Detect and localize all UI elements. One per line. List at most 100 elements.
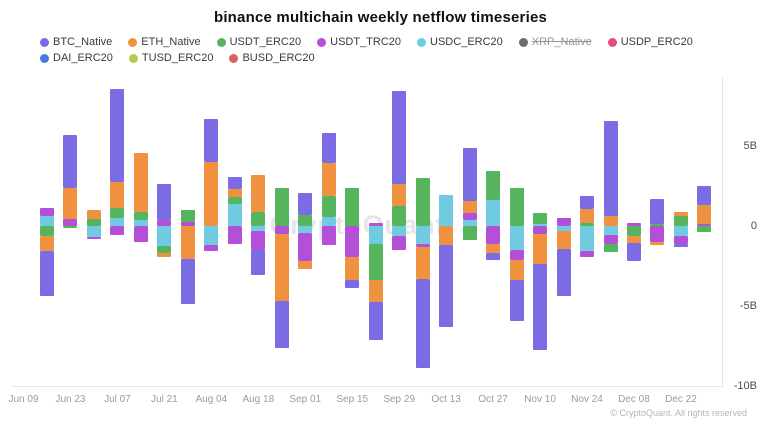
bar-segment-usdt_erc20[interactable]: [392, 206, 407, 226]
bar-segment-usdc_erc20[interactable]: [204, 226, 219, 246]
bar-segment-btc_native[interactable]: [486, 253, 501, 260]
bar-segment-eth_native[interactable]: [439, 226, 454, 246]
bar-segment-eth_native[interactable]: [697, 205, 712, 225]
bar-segment-usdc_erc20[interactable]: [227, 203, 242, 226]
bar-segment-eth_native[interactable]: [392, 184, 407, 206]
bar-segment-usdc_erc20[interactable]: [39, 216, 54, 226]
bar-segment-usdt_erc20[interactable]: [274, 188, 289, 226]
bar-segment-usdt_trc20[interactable]: [110, 226, 125, 235]
bar-segment-eth_native[interactable]: [110, 182, 125, 209]
bar-segment-btc_native[interactable]: [251, 250, 266, 275]
bar-segment-btc_native[interactable]: [204, 118, 219, 162]
bar-segment-usdc_erc20[interactable]: [603, 226, 618, 235]
bar-segment-usdt_trc20[interactable]: [603, 234, 618, 245]
bar-segment-usdt_trc20[interactable]: [251, 230, 266, 250]
bar-segment-usdt_erc20[interactable]: [650, 224, 665, 226]
bar-segment-usdt_erc20[interactable]: [509, 188, 524, 226]
legend-item-eth_native[interactable]: ETH_Native: [128, 36, 201, 49]
bar-segment-usdt_trc20[interactable]: [533, 226, 548, 234]
bar-segment-usdt_erc20[interactable]: [486, 170, 501, 200]
bar-segment-usdt_erc20[interactable]: [626, 226, 641, 237]
bar-segment-usdt_erc20[interactable]: [86, 218, 101, 226]
legend-item-usdt_erc20[interactable]: USDT_ERC20: [216, 36, 301, 49]
bar-segment-usdt_trc20[interactable]: [39, 207, 54, 217]
bar-segment-usdt_erc20[interactable]: [227, 197, 242, 204]
bar-segment-eth_native[interactable]: [556, 230, 571, 250]
bar-segment-usdc_erc20[interactable]: [509, 226, 524, 250]
bar-segment-eth_native[interactable]: [157, 253, 172, 258]
bar-segment-btc_native[interactable]: [180, 258, 195, 305]
bar-segment-eth_native[interactable]: [486, 243, 501, 254]
bar-segment-usdt_erc20[interactable]: [415, 178, 430, 226]
bar-segment-usdt_erc20[interactable]: [673, 215, 688, 226]
bar-segment-usdt_trc20[interactable]: [673, 235, 688, 244]
bar-segment-eth_native[interactable]: [509, 260, 524, 281]
bar-segment-eth_native[interactable]: [533, 234, 548, 265]
bar-segment-usdt_erc20[interactable]: [697, 226, 712, 233]
bar-segment-btc_native[interactable]: [533, 264, 548, 350]
bar-segment-usdt_trc20[interactable]: [486, 226, 501, 244]
bar-segment-btc_native[interactable]: [415, 278, 430, 368]
bar-segment-usdt_erc20[interactable]: [157, 246, 172, 254]
bar-segment-usdt_trc20[interactable]: [133, 226, 148, 242]
bar-segment-usdt_trc20[interactable]: [180, 222, 195, 226]
bar-segment-usdc_erc20[interactable]: [439, 194, 454, 226]
bar-segment-eth_native[interactable]: [345, 257, 360, 281]
bar-segment-btc_native[interactable]: [580, 195, 595, 210]
bar-segment-btc_native[interactable]: [157, 184, 172, 221]
bar-segment-btc_native[interactable]: [274, 301, 289, 348]
bar-segment-usdc_erc20[interactable]: [392, 226, 407, 237]
bar-segment-eth_native[interactable]: [626, 236, 641, 243]
bar-segment-usdt_erc20[interactable]: [180, 210, 195, 222]
bar-segment-usdc_erc20[interactable]: [415, 226, 430, 244]
bar-segment-usdt_trc20[interactable]: [204, 245, 219, 251]
bar-segment-usdc_erc20[interactable]: [321, 217, 336, 226]
bar-segment-eth_native[interactable]: [133, 153, 148, 213]
bar-segment-eth_native[interactable]: [673, 211, 688, 216]
bar-segment-usdt_erc20[interactable]: [251, 212, 266, 226]
bar-segment-btc_native[interactable]: [298, 193, 313, 215]
bar-segment-usdt_trc20[interactable]: [415, 243, 430, 247]
bar-segment-usdc_erc20[interactable]: [86, 226, 101, 238]
bar-segment-usdt_erc20[interactable]: [39, 226, 54, 236]
bar-segment-usdc_erc20[interactable]: [580, 226, 595, 251]
bar-segment-usdc_erc20[interactable]: [298, 226, 313, 234]
bar-segment-eth_native[interactable]: [462, 201, 477, 214]
bar-segment-eth_native[interactable]: [204, 162, 219, 226]
bar-segment-usdt_erc20[interactable]: [110, 208, 125, 218]
bar-segment-usdc_erc20[interactable]: [157, 226, 172, 246]
bar-segment-eth_native[interactable]: [274, 234, 289, 302]
bar-segment-usdt_erc20[interactable]: [603, 244, 618, 253]
bar-segment-btc_native[interactable]: [439, 245, 454, 327]
bar-segment-usdt_erc20[interactable]: [133, 212, 148, 221]
bar-segment-eth_native[interactable]: [86, 210, 101, 219]
bar-segment-btc_native[interactable]: [650, 198, 665, 225]
bar-segment-btc_native[interactable]: [673, 243, 688, 247]
bar-segment-usdc_erc20[interactable]: [110, 218, 125, 226]
bar-segment-usdt_trc20[interactable]: [157, 220, 172, 226]
bar-segment-eth_native[interactable]: [603, 215, 618, 226]
bar-segment-usdt_trc20[interactable]: [697, 224, 712, 226]
bar-segment-eth_native[interactable]: [227, 189, 242, 198]
bar-segment-btc_native[interactable]: [697, 186, 712, 206]
bar-segment-btc_native[interactable]: [110, 89, 125, 182]
bar-segment-usdt_trc20[interactable]: [298, 233, 313, 262]
bar-segment-usdc_erc20[interactable]: [533, 223, 548, 226]
bar-segment-btc_native[interactable]: [368, 302, 383, 341]
bar-segment-eth_native[interactable]: [180, 226, 195, 259]
legend-item-dai_erc20[interactable]: DAI_ERC20: [40, 52, 113, 65]
bar-segment-usdt_trc20[interactable]: [274, 226, 289, 234]
bar-segment-eth_native[interactable]: [321, 162, 336, 197]
bar-segment-btc_native[interactable]: [39, 250, 54, 297]
bar-segment-btc_native[interactable]: [63, 134, 78, 189]
bar-segment-eth_native[interactable]: [298, 261, 313, 270]
legend-item-xrp_native[interactable]: XRP_Native: [518, 36, 592, 49]
bar-segment-usdt_trc20[interactable]: [580, 250, 595, 258]
bar-segment-btc_native[interactable]: [509, 280, 524, 322]
bar-segment-usdc_erc20[interactable]: [133, 220, 148, 226]
bar-segment-usdt_erc20[interactable]: [368, 243, 383, 281]
bar-segment-btc_native[interactable]: [556, 249, 571, 297]
bar-segment-btc_native[interactable]: [227, 177, 242, 190]
bar-segment-eth_native[interactable]: [63, 188, 78, 219]
bar-segment-eth_native[interactable]: [415, 246, 430, 279]
